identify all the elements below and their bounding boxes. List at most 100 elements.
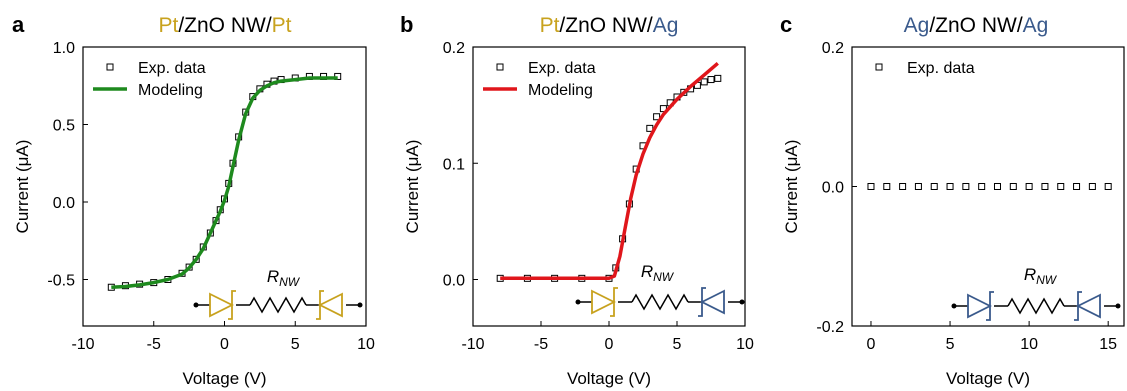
panel-title: Pt/ZnO NW/Ag xyxy=(540,14,679,37)
legend-entry: Exp. data xyxy=(138,60,206,77)
title-part: Ag xyxy=(1023,14,1049,37)
series-line-modeling xyxy=(500,61,719,281)
resistor-label: RNW xyxy=(1024,265,1058,287)
resistor-label: RNW xyxy=(267,267,301,289)
x-tick-label: 5 xyxy=(946,336,955,353)
panel-title: Ag/ZnO NW/Ag xyxy=(904,14,1049,37)
panel-c: c Ag/ZnO NW/Ag 0 5 10 15 -0.2 0.0 0.2 Voltage (V)… xyxy=(780,12,1125,388)
y-tick-label: 0.2 xyxy=(443,40,465,57)
x-tick-label: 15 xyxy=(1099,336,1117,353)
data-point xyxy=(700,78,708,86)
data-point xyxy=(930,183,938,190)
x-tick-label: -10 xyxy=(461,336,484,353)
resistor-label: RNW xyxy=(641,262,675,284)
data-point xyxy=(883,183,891,190)
y-tick-label: 0.5 xyxy=(53,118,75,135)
legend-entry: Modeling xyxy=(138,82,203,99)
y-tick-label: 0.0 xyxy=(443,273,465,290)
data-point xyxy=(914,183,922,190)
resistor-label-main: R xyxy=(267,267,279,286)
y-tick-label: -0.5 xyxy=(47,273,75,290)
data-point xyxy=(1104,183,1112,190)
x-tick-label: -10 xyxy=(71,336,94,353)
title-part: Pt xyxy=(158,14,178,37)
legend-entry: Exp. data xyxy=(907,60,975,77)
x-axis-label: Voltage (V) xyxy=(946,369,1030,388)
data-point xyxy=(978,183,986,190)
x-tick-label: 0 xyxy=(220,336,229,353)
data-point xyxy=(1057,183,1065,190)
legend-marker-swatch xyxy=(496,63,504,71)
title-part: /ZnO NW/ xyxy=(929,14,1022,37)
y-tick-label: -0.2 xyxy=(816,319,844,336)
resistor-label-main: R xyxy=(1024,265,1036,284)
legend-entry: Exp. data xyxy=(528,60,596,77)
title-part: Ag xyxy=(904,14,930,37)
panel-title: Pt/ZnO NW/Pt xyxy=(158,14,291,37)
diode-triangle xyxy=(1075,293,1101,319)
x-tick-label: 0 xyxy=(605,336,614,353)
plot-frame xyxy=(851,46,1125,327)
x-tick-label: -5 xyxy=(147,336,161,353)
circuit-inset: RNW xyxy=(951,265,1121,321)
diode-triangle xyxy=(317,292,343,318)
y-axis-label: Current (μA) xyxy=(403,140,422,234)
resistor-zigzag xyxy=(249,296,307,314)
diode-bar xyxy=(1074,291,1082,321)
data-point xyxy=(714,74,722,82)
y-axis-label: Current (μA) xyxy=(13,140,32,234)
data-point xyxy=(1041,183,1049,190)
x-tick-label: -5 xyxy=(534,336,548,353)
resistor-label-main: R xyxy=(641,262,653,281)
y-tick-label: 0.0 xyxy=(53,195,75,212)
data-point xyxy=(867,183,875,190)
diode-bar xyxy=(698,287,706,317)
data-point xyxy=(962,183,970,190)
data-point xyxy=(1088,183,1096,190)
data-point xyxy=(899,183,907,190)
diode-triangle xyxy=(967,293,993,319)
x-tick-label: 10 xyxy=(357,336,375,353)
resistor-label-sub: NW xyxy=(653,270,675,284)
resistor-zigzag xyxy=(631,293,689,311)
series-line-modeling xyxy=(111,76,338,290)
y-tick-label: 0.0 xyxy=(822,180,844,197)
x-tick-label: 5 xyxy=(673,336,682,353)
title-part: Ag xyxy=(653,14,679,37)
title-part: Pt xyxy=(540,14,560,37)
diode-triangle xyxy=(699,289,725,315)
legend-marker-swatch xyxy=(875,63,883,71)
x-tick-label: 10 xyxy=(1020,336,1038,353)
legend-entry: Modeling xyxy=(528,82,593,99)
y-axis-label: Current (μA) xyxy=(782,140,801,234)
diode-bar xyxy=(316,290,324,320)
y-tick-label: 1.0 xyxy=(53,40,75,57)
panel-b: b Pt/ZnO NW/Ag -10 -5 0 5 10 0.0 0.1 0.2 Voltage (… xyxy=(400,12,754,388)
data-point xyxy=(1073,183,1081,190)
x-axis-label: Voltage (V) xyxy=(567,369,651,388)
diode-bar xyxy=(228,290,236,320)
resistor-label-sub: NW xyxy=(1036,273,1058,287)
resistor-zigzag xyxy=(1007,297,1065,315)
legend-marker-swatch xyxy=(106,63,114,71)
data-point xyxy=(946,183,954,190)
diode-bar xyxy=(610,287,618,317)
data-point xyxy=(1009,183,1017,190)
panel-a: a Pt/ZnO NW/Pt -10 -5 0 5 10 -0.5 0.0 0.5 1.0 Volta… xyxy=(12,12,375,388)
diode-bar xyxy=(986,291,994,321)
panel-letter: a xyxy=(12,12,25,37)
diode-triangle xyxy=(591,289,617,315)
data-point xyxy=(653,113,661,121)
circuit-inset: RNW xyxy=(575,262,745,317)
title-part: Pt xyxy=(272,14,292,37)
circuit-inset: RNW xyxy=(193,267,363,320)
title-part: /ZnO NW/ xyxy=(178,14,271,37)
panel-letter: b xyxy=(400,12,413,37)
x-axis-label: Voltage (V) xyxy=(182,369,266,388)
data-point xyxy=(707,76,715,84)
y-tick-label: 0.1 xyxy=(443,156,465,173)
title-part: /ZnO NW/ xyxy=(559,14,652,37)
y-tick-label: 0.2 xyxy=(822,40,844,57)
x-tick-label: 10 xyxy=(736,336,754,353)
